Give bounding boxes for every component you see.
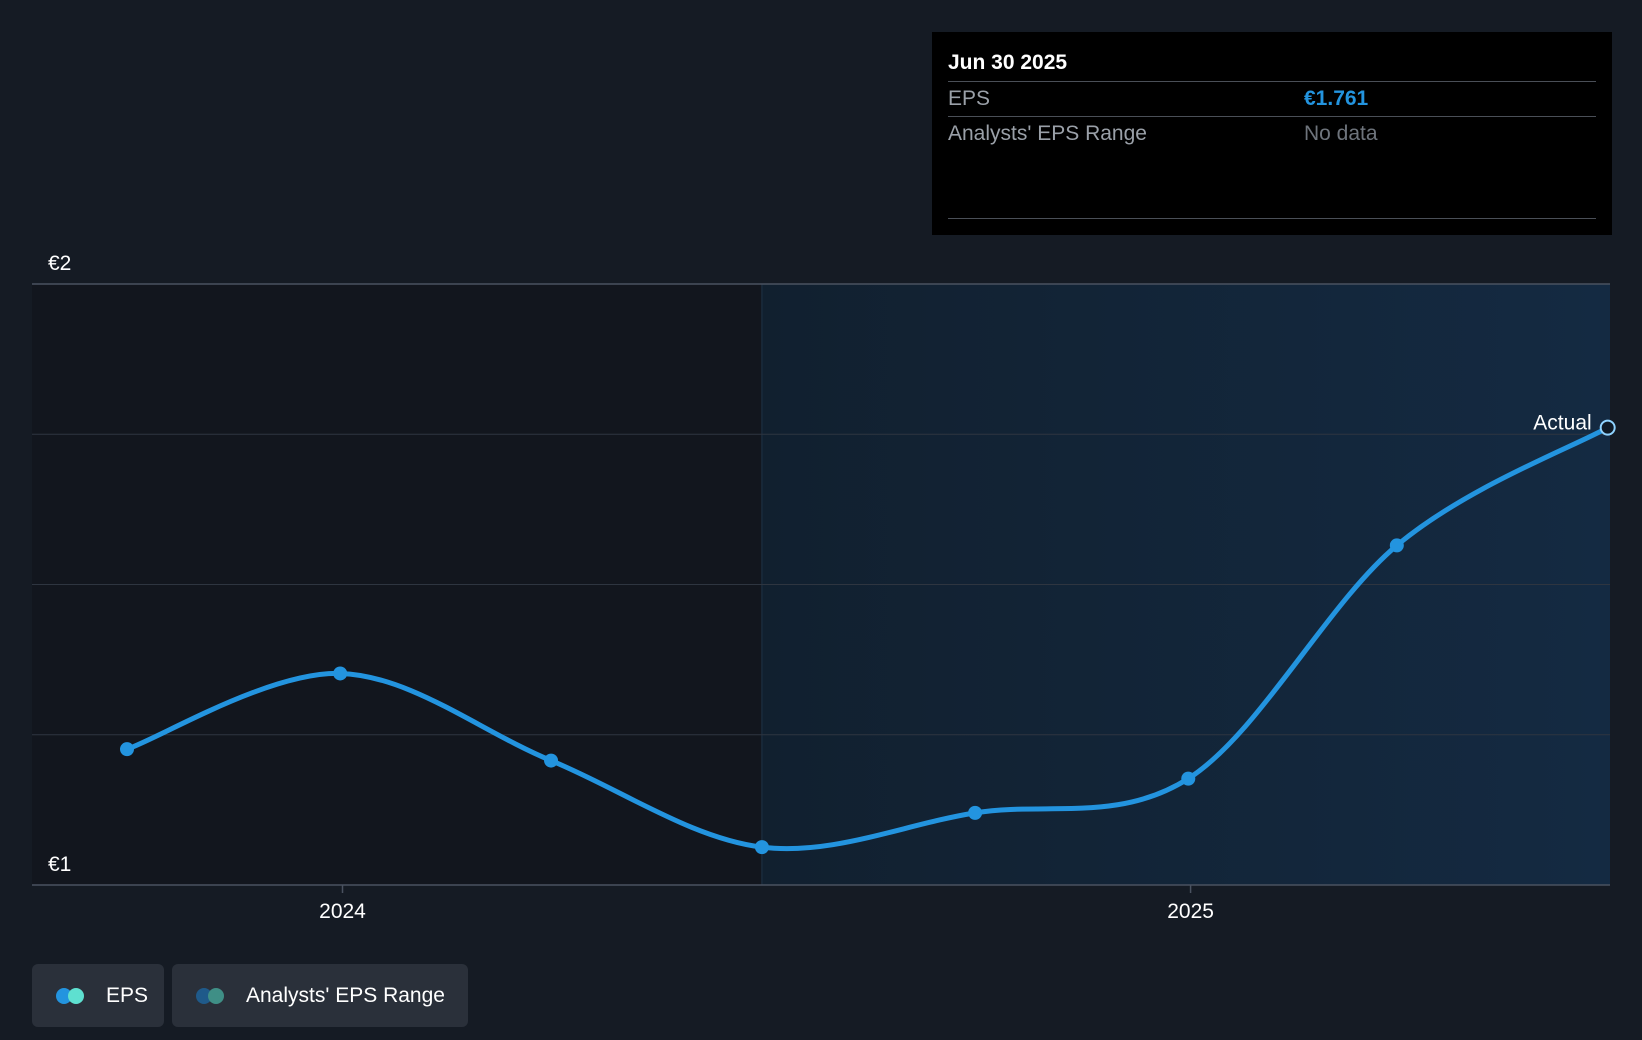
eps-point <box>754 840 769 855</box>
eps-line <box>124 425 1611 852</box>
eps-point-latest <box>1599 419 1616 436</box>
legend-eps-dot-b <box>68 987 84 1004</box>
gridlines <box>32 283 1610 886</box>
tooltip-date: Jun 30 2025 <box>948 32 1596 82</box>
eps-point <box>968 805 983 820</box>
x-tick-label: 2025 <box>1167 900 1214 923</box>
eps-point <box>333 666 348 681</box>
eps-point <box>120 742 135 757</box>
tooltip-eps-value: €1.761 <box>1304 87 1369 110</box>
y-axis: €2 €1 <box>48 252 71 876</box>
legend-range-dot-b <box>208 987 224 1004</box>
legend-eps-swatch <box>56 987 88 1004</box>
legend-analysts-range[interactable]: Analysts' EPS Range <box>172 964 468 1027</box>
legend-eps-label: EPS <box>106 983 149 1007</box>
actual-label: Actual <box>1533 412 1591 435</box>
y-tick-label: €2 <box>48 252 71 275</box>
tooltip-row-range: Analysts' EPS Range No data <box>948 117 1596 151</box>
legend-eps[interactable]: EPS <box>32 964 164 1027</box>
tooltip-range-value: No data <box>1304 122 1378 145</box>
x-tick-label: 2024 <box>319 900 366 923</box>
tooltip-eps-label: EPS <box>948 87 991 110</box>
y-tick-label: €1 <box>48 853 71 876</box>
eps-points <box>120 419 1616 855</box>
legend-range-swatch <box>196 987 228 1004</box>
x-axis: 2024 2025 <box>319 885 1214 923</box>
tooltip: Jun 30 2025 EPS €1.761 Analysts' EPS Ran… <box>932 32 1612 235</box>
eps-point <box>1181 771 1196 786</box>
tooltip-divider <box>948 218 1596 219</box>
tooltip-row-eps: EPS €1.761 <box>948 82 1596 117</box>
legend-range-label: Analysts' EPS Range <box>246 983 445 1007</box>
tooltip-range-label: Analysts' EPS Range <box>948 122 1147 145</box>
eps-point <box>544 753 559 768</box>
eps-point <box>1389 538 1404 553</box>
